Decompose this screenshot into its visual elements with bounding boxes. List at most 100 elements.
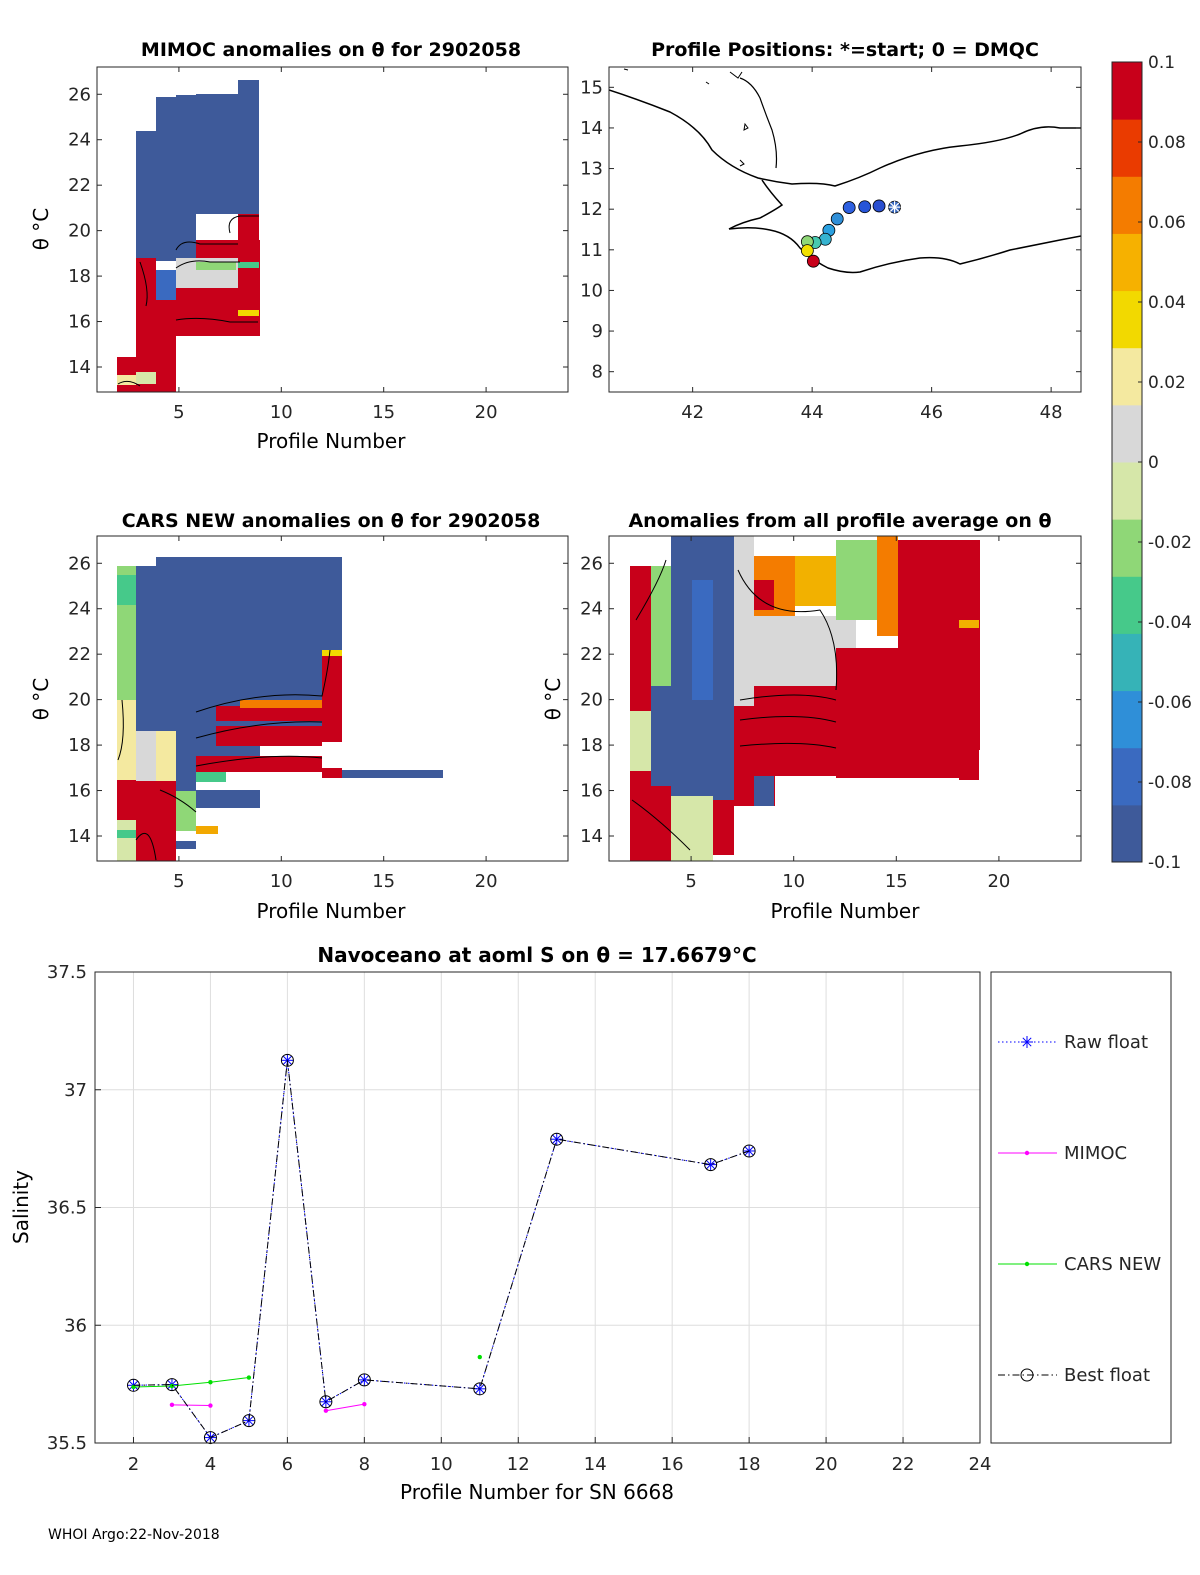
y-tick-label: 37.5	[47, 962, 87, 983]
legend-label: Best float	[1064, 1365, 1150, 1386]
data-point	[242, 1414, 256, 1428]
data-point	[208, 1380, 213, 1385]
avg-panel: 5 10 15 20 14 16 18 20 22 24 26 Anomalies from all…	[541, 510, 1082, 923]
x-tick-label: 5	[685, 871, 696, 892]
avg-title: Anomalies from all profile average on θ	[628, 510, 1051, 532]
series-line	[325, 1403, 365, 1412]
y-tick-label: 26	[580, 553, 603, 574]
x-tick-label: 10	[782, 871, 805, 892]
colorbar-step	[1112, 404, 1142, 463]
cars-ylabel: θ °C	[29, 678, 53, 721]
data-point	[473, 1382, 486, 1395]
legend-items: Raw float MIMOC CARS NEW Best float	[998, 1032, 1161, 1386]
data-point	[280, 1053, 294, 1067]
x-tick-label: 48	[1040, 402, 1063, 423]
colorbar-tick-label: -0.04	[1148, 613, 1192, 633]
x-tick-label: 14	[584, 1454, 607, 1475]
mimoc-heatmap	[117, 80, 260, 392]
avg-xlabel: Profile Number	[771, 899, 921, 923]
profile-position-marker	[872, 199, 886, 213]
mimoc-panel: 5 10 15 20 14 16 18 20 22 24 26 MIMOC anomalies on…	[29, 39, 569, 453]
x-tick-label: 20	[987, 871, 1010, 892]
legend-label: MIMOC	[1064, 1143, 1127, 1164]
y-tick-label: 12	[580, 199, 603, 220]
data-point	[550, 1132, 564, 1146]
profile-position-marker	[842, 201, 856, 214]
mimoc-axes: 5 10 15 20 14 16 18 20 22 24 26	[68, 67, 568, 423]
x-tick-label: 20	[475, 402, 498, 423]
data-point	[165, 1378, 179, 1392]
cars-axes: 5 10 15 20 14 16 18 20 22 24 26	[68, 536, 568, 892]
data-point	[550, 1133, 563, 1146]
y-tick-label: 16	[68, 312, 91, 333]
y-tick-label: 14	[580, 118, 603, 139]
y-tick-label: 18	[68, 735, 91, 756]
start-asterisk-marker	[888, 201, 901, 214]
legend-item: MIMOC	[998, 1143, 1127, 1164]
colorbar-step	[1112, 747, 1142, 806]
data-point	[208, 1403, 213, 1408]
x-tick-label: 5	[173, 871, 184, 892]
data-point	[362, 1401, 367, 1407]
positions-track	[800, 199, 901, 268]
colorbar-step	[1112, 176, 1142, 234]
salinity-title: Navoceano at aoml S on θ = 17.6679°C	[317, 943, 756, 967]
data-point	[477, 1354, 482, 1360]
x-tick-label: 10	[430, 1454, 453, 1475]
x-tick-label: 4	[205, 1454, 216, 1475]
colorbar-step	[1112, 290, 1142, 349]
y-tick-label: 20	[68, 690, 91, 711]
y-tick-label: 16	[580, 781, 603, 802]
y-tick-label: 14	[68, 826, 91, 847]
series-cars-new	[131, 1354, 482, 1390]
x-tick-label: 15	[885, 871, 908, 892]
series-line	[171, 1404, 211, 1407]
series-mimoc	[169, 1401, 367, 1413]
avg-ylabel: θ °C	[541, 678, 565, 721]
x-tick-label: 20	[815, 1454, 838, 1475]
y-tick-label: 22	[68, 644, 91, 665]
colorbar-step	[1112, 462, 1142, 520]
data-point	[473, 1382, 487, 1396]
salinity-ylabel: Salinity	[9, 1170, 33, 1244]
x-tick-label: 16	[661, 1454, 684, 1475]
y-tick-label: 14	[68, 357, 91, 378]
x-tick-label: 12	[507, 1454, 530, 1475]
positions-axes: 42 44 46 48 8 9 10 11 12 13 14 15	[580, 67, 1081, 423]
colorbar-tick-label: 0.06	[1148, 213, 1186, 233]
data-point	[126, 1378, 140, 1392]
x-tick-label: 6	[282, 1454, 293, 1475]
y-tick-label: 15	[580, 77, 603, 98]
legend-item: CARS NEW	[998, 1254, 1161, 1275]
y-tick-label: 22	[68, 175, 91, 196]
data-point	[169, 1402, 175, 1408]
y-tick-label: 13	[580, 159, 603, 180]
data-point	[704, 1158, 718, 1172]
x-tick-label: 2	[128, 1454, 139, 1475]
data-point	[169, 1383, 175, 1389]
colorbar-step	[1112, 62, 1142, 120]
data-point	[704, 1158, 717, 1171]
colorbar-step	[1112, 519, 1142, 577]
y-tick-label: 36	[64, 1315, 87, 1336]
colorbar: 0.1 0.08 0.06 0.04 0.02 0 -0.02 -0.04 -0.06 -0.08…	[1111, 53, 1192, 873]
x-tick-label: 44	[801, 402, 824, 423]
y-tick-label: 24	[68, 599, 91, 620]
y-tick-label: 14	[580, 826, 603, 847]
colorbar-step	[1112, 804, 1142, 863]
profile-position-marker	[806, 254, 820, 268]
y-tick-label: 9	[592, 321, 603, 342]
data-point	[742, 1144, 756, 1158]
y-tick-label: 18	[68, 266, 91, 287]
data-point	[203, 1431, 217, 1445]
data-point	[131, 1384, 136, 1390]
cars-title: CARS NEW anomalies on θ for 2902058	[122, 510, 541, 532]
avg-axes: 5 10 15 20 14 16 18 20 22 24 26	[580, 536, 1081, 892]
series-line	[133, 1060, 750, 1439]
x-tick-label: 10	[270, 402, 293, 423]
colorbar-tick-label: 0.08	[1148, 133, 1186, 153]
x-tick-label: 46	[920, 402, 943, 423]
y-tick-label: 26	[68, 84, 91, 105]
